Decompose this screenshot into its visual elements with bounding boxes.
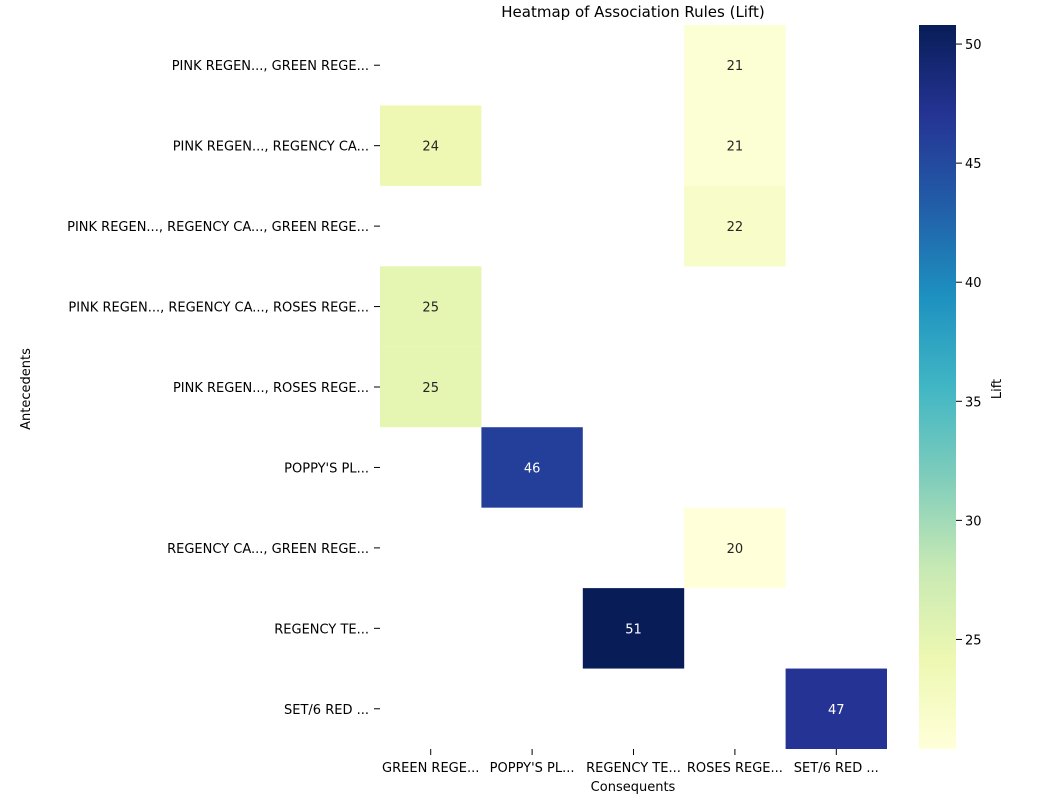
y-tick-label: PINK REGEN..., GREEN REGE... <box>172 59 369 74</box>
cell-value-label: 46 <box>524 461 541 476</box>
heatmap-cell <box>684 105 786 186</box>
heatmap-cell <box>380 105 482 186</box>
x-tick-label: POPPY'S PL... <box>490 761 575 776</box>
heatmap-cell <box>380 346 482 428</box>
y-tick-label: PINK REGEN..., REGENCY CA... <box>173 140 369 155</box>
heatmap-cell <box>785 668 887 749</box>
colorbar-tick-label: 45 <box>965 157 982 172</box>
y-tick-label: PINK REGEN..., ROSES REGE... <box>173 381 369 396</box>
colorbar-tick-label: 25 <box>965 633 982 648</box>
cell-value-label: 51 <box>625 622 642 637</box>
y-tick-label: SET/6 RED ... <box>284 703 369 718</box>
x-tick-label: ROSES REGE... <box>687 761 783 776</box>
colorbar-label: Lift <box>990 379 1005 399</box>
x-tick-label: GREEN REGE... <box>382 761 479 776</box>
colorbar-tick-label: 50 <box>965 38 982 53</box>
chart-title: Heatmap of Association Rules (Lift) <box>501 3 764 21</box>
x-ticks: GREEN REGE... POPPY'S PL... REGENCY TE... R… <box>382 749 879 776</box>
heatmap-cell <box>481 427 583 508</box>
cell-value-label: 20 <box>727 542 744 557</box>
colorbar-tick-label: 30 <box>965 514 982 529</box>
heatmap-cell <box>684 185 786 267</box>
colorbar-gradient <box>919 25 956 749</box>
heatmap-cells: 21 24 21 22 25 25 46 20 51 47 <box>380 25 887 749</box>
x-tick-label: SET/6 RED ... <box>794 761 879 776</box>
y-tick-label: PINK REGEN..., REGENCY CA..., GREEN REGE… <box>67 220 369 235</box>
colorbar-tick-label: 35 <box>965 395 982 410</box>
heatmap-cell <box>380 266 482 347</box>
cell-value-label: 25 <box>422 381 439 396</box>
cell-value-label: 21 <box>727 59 744 74</box>
heatmap-cell <box>684 507 786 589</box>
cell-value-label: 24 <box>422 140 439 155</box>
cell-value-label: 25 <box>422 301 439 316</box>
y-tick-label: POPPY'S PL... <box>284 461 369 476</box>
y-ticks: PINK REGEN..., GREEN REGE... PINK REGEN..… <box>67 59 380 718</box>
y-tick-label: PINK REGEN..., REGENCY CA..., ROSES REGE… <box>68 301 369 316</box>
cell-value-label: 47 <box>828 703 845 718</box>
cell-value-label: 21 <box>727 140 744 155</box>
x-axis-label: Consequents <box>591 780 676 795</box>
y-tick-label: REGENCY CA..., GREEN REGE... <box>167 542 369 557</box>
colorbar: 25 30 35 40 45 50 <box>919 25 982 749</box>
colorbar-tick-label: 40 <box>965 276 982 291</box>
y-tick-label: REGENCY TE... <box>274 622 369 637</box>
heatmap-cell <box>582 588 685 669</box>
y-axis-label: Antecedents <box>19 348 34 430</box>
heatmap-cell <box>684 25 786 106</box>
cell-value-label: 22 <box>727 220 744 235</box>
x-tick-label: REGENCY TE... <box>586 761 681 776</box>
